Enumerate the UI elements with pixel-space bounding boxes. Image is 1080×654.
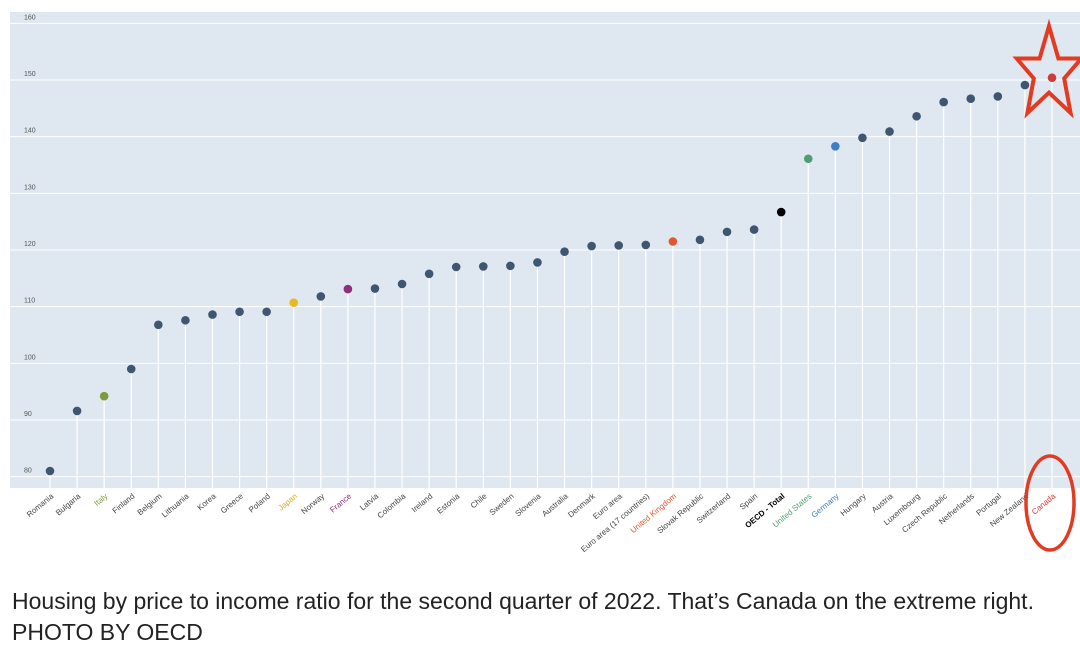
data-point-slovak-republic: [695, 235, 705, 245]
x-tick-label: Austria: [870, 491, 895, 514]
data-point-bulgaria: [72, 406, 82, 416]
data-point-korea: [208, 310, 217, 319]
data-point-japan: [289, 298, 299, 308]
data-point-latvia: [370, 284, 380, 293]
price-to-income-chart: 80 90 100 110 120 130 140 150 160 RomaniaBulgari…: [10, 12, 1080, 554]
data-point-united-kingdom: [668, 237, 678, 246]
y-tick-label: 150: [24, 71, 36, 78]
y-tick-label: 110: [24, 298, 35, 305]
data-point-canada: [1047, 73, 1057, 83]
x-tick-label: Ireland: [410, 492, 435, 515]
gridlines: [10, 22, 1080, 478]
data-point-switzerland: [722, 227, 732, 237]
data-point-italy: [99, 391, 109, 401]
data-point-france: [343, 284, 353, 294]
photo-caption: Housing by price to income ratio for the…: [12, 588, 1034, 645]
y-axis-ticks: 80 90 100 110 120 130 140 150 160: [24, 14, 36, 474]
data-point-luxembourg: [912, 111, 921, 121]
data-point-new-zealand: [1020, 80, 1030, 90]
data-point-finland: [126, 364, 136, 374]
data-point-denmark: [587, 241, 596, 251]
data-point-austria: [885, 127, 894, 136]
y-tick-label: 140: [24, 128, 36, 135]
chart-container: 80 90 100 110 120 130 140 150 160 Romania Bulgari…: [10, 12, 1080, 554]
data-point-hungary: [858, 133, 867, 143]
x-tick-label: Sweden: [488, 492, 516, 517]
x-tick-label: Norway: [300, 492, 327, 516]
data-point-estonia: [451, 262, 461, 272]
data-point-oecd-total: [776, 207, 786, 217]
y-tick-label: 80: [24, 468, 32, 475]
x-tick-label: Canada: [1030, 491, 1058, 516]
x-tick-label: Estonia: [435, 491, 462, 515]
data-point-euro-area-17-countries-: [641, 240, 651, 250]
data-point-norway: [316, 292, 326, 301]
data-point-chile: [478, 262, 488, 271]
data-point-spain: [749, 225, 759, 234]
x-tick-label: Lithuania: [160, 491, 191, 519]
data-point-australia: [560, 247, 569, 256]
data-point-germany: [831, 142, 840, 151]
x-tick-label: Romania: [25, 491, 56, 519]
x-tick-label: Korea: [196, 491, 219, 512]
y-tick-label: 100: [24, 354, 36, 361]
x-tick-label: Australia: [540, 491, 570, 518]
x-tick-label: Latvia: [358, 491, 381, 512]
x-tick-label: France: [328, 491, 353, 514]
x-tick-label: Spain: [738, 492, 759, 512]
x-tick-label: Chile: [469, 491, 489, 510]
data-point-united-states: [803, 154, 813, 164]
y-tick-label: 130: [24, 184, 36, 191]
highlight-circle-icon: [1024, 454, 1076, 552]
x-tick-label: Japan: [277, 492, 299, 513]
highlight-star-icon: [1012, 18, 1080, 119]
y-tick-label: 160: [24, 14, 36, 21]
data-point-colombia: [397, 279, 407, 289]
annotations: [1012, 18, 1080, 552]
data-point-slovenia: [533, 258, 542, 267]
x-tick-label: Finland: [111, 492, 137, 516]
data-point-netherlands: [966, 94, 976, 103]
data-point-romania: [45, 466, 55, 476]
data-point-ireland: [424, 269, 434, 279]
data-point-czech-republic: [939, 97, 948, 107]
x-tick-label: Bulgaria: [54, 491, 83, 517]
data-point-portugal: [993, 92, 1003, 101]
x-tick-label: Slovak Republic: [655, 492, 705, 536]
data-point-sweden: [506, 261, 515, 271]
data-point-lithuania: [181, 315, 190, 325]
data-point-euro-area: [614, 241, 624, 250]
x-tick-label: Italy: [92, 492, 109, 508]
y-tick-label: 120: [24, 241, 36, 248]
data-point-poland: [262, 307, 271, 317]
y-tick-label: 90: [24, 411, 32, 418]
data-point-greece: [235, 307, 244, 317]
x-tick-label: Slovenia: [513, 491, 543, 518]
x-tick-label: Poland: [247, 492, 272, 515]
x-tick-label: Germany: [810, 492, 841, 520]
x-tick-label: Colombia: [376, 491, 408, 520]
data-point-belgium: [154, 320, 163, 330]
stems: [49, 77, 1053, 488]
x-tick-label: Greece: [219, 491, 245, 515]
x-tick-label: Hungary: [839, 492, 868, 518]
data-points: [45, 73, 1057, 476]
